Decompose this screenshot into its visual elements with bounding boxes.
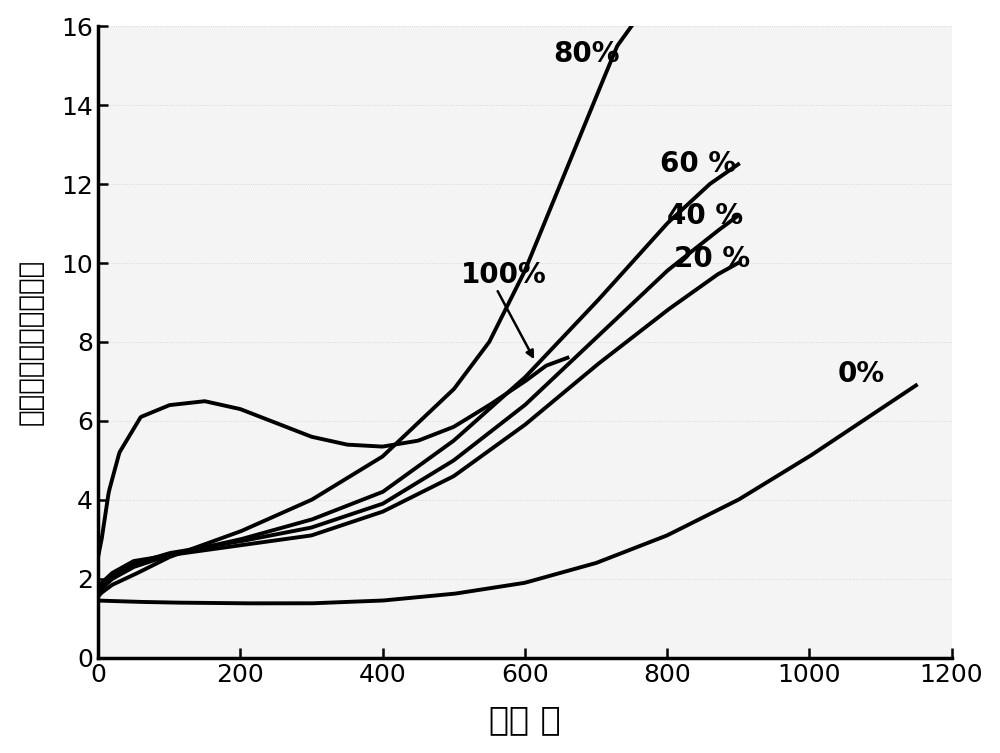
X-axis label: 伸长 率: 伸长 率 bbox=[489, 703, 561, 736]
Y-axis label: 拉伸强度（兆帕斯卡）: 拉伸强度（兆帕斯卡） bbox=[17, 259, 45, 425]
Text: 60 %: 60 % bbox=[660, 151, 736, 178]
Text: 20 %: 20 % bbox=[674, 245, 750, 273]
Text: 100%: 100% bbox=[461, 261, 547, 289]
Text: 40 %: 40 % bbox=[667, 202, 743, 230]
Text: 0%: 0% bbox=[838, 360, 885, 388]
Text: 80%: 80% bbox=[553, 40, 620, 68]
